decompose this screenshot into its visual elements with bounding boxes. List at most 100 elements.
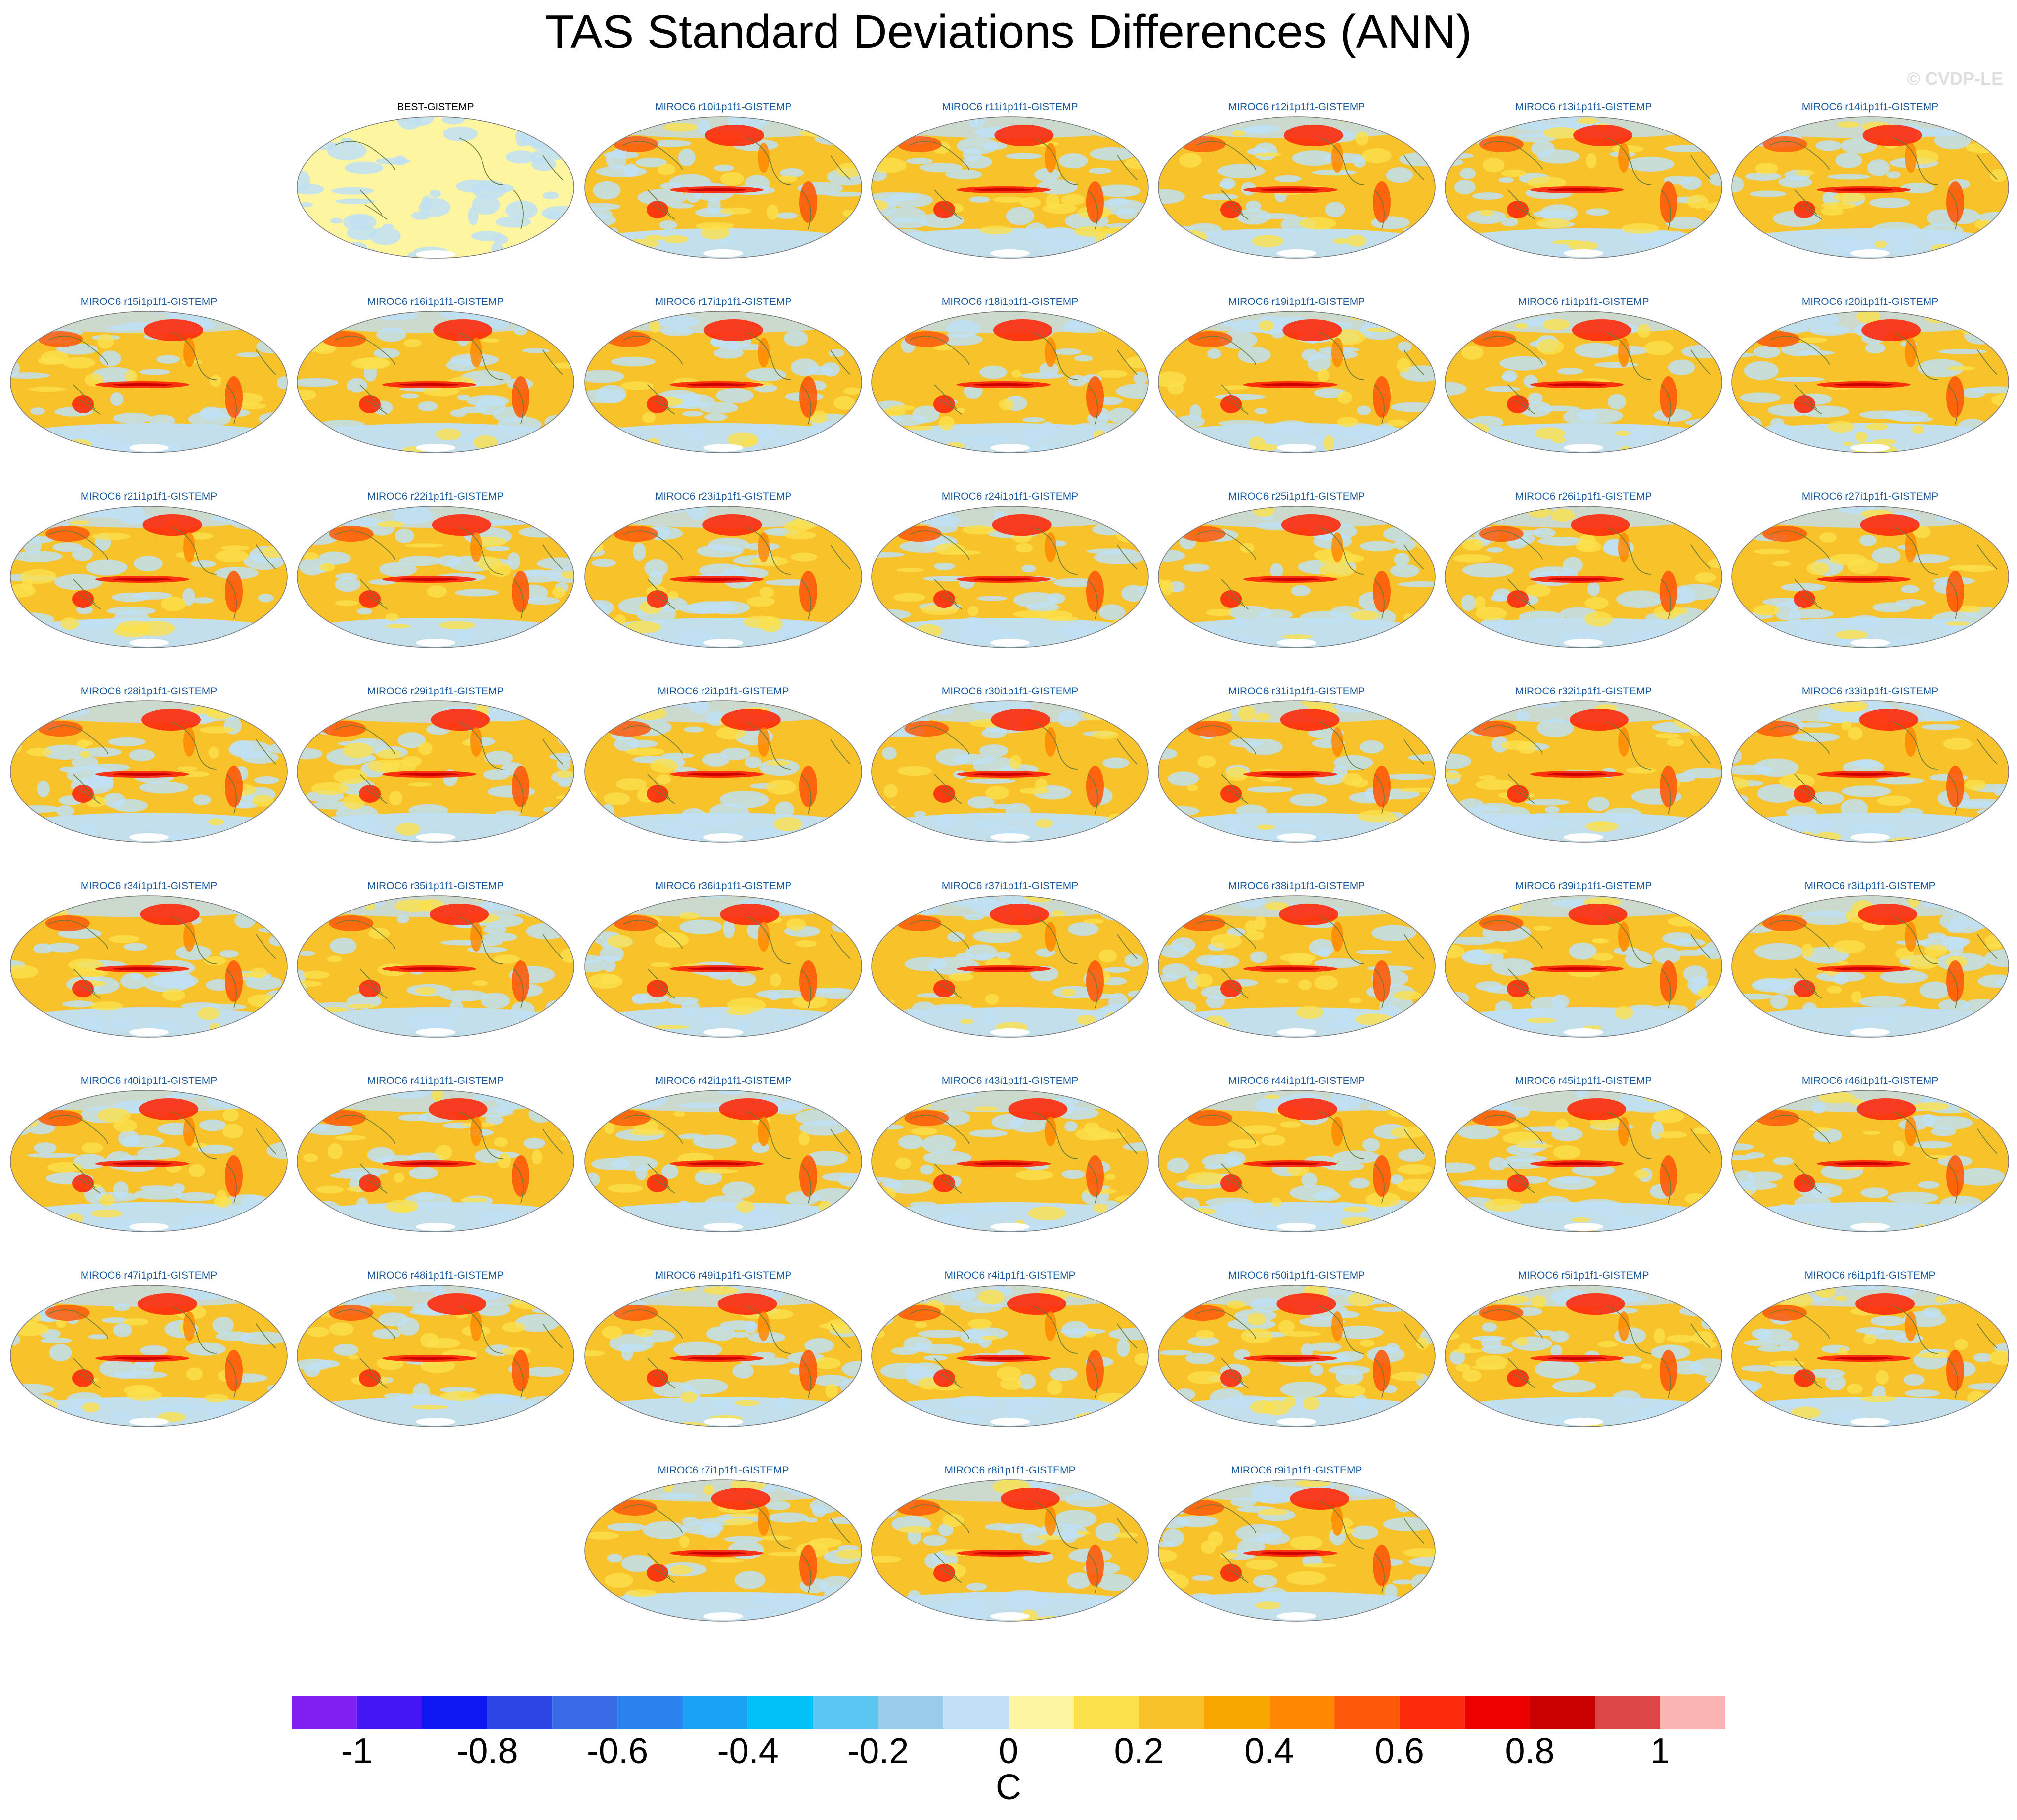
anomaly-patch — [1333, 423, 1383, 438]
anomaly-patch — [1158, 436, 1206, 447]
anomaly-patch — [1622, 223, 1659, 234]
anomaly-patch — [321, 1110, 366, 1126]
anomaly-patch — [897, 526, 942, 542]
anomaly-patch — [913, 811, 926, 818]
anomaly-patch — [331, 187, 374, 195]
global-map — [10, 1090, 288, 1232]
map-outline — [1445, 116, 1722, 259]
anomaly-patch — [1926, 1155, 1949, 1159]
anomaly-patch — [1937, 349, 1987, 354]
coastline — [1196, 920, 1256, 950]
panel-title: MIROC6 r2i1p1f1-GISTEMP — [658, 686, 789, 697]
anomaly-patch — [807, 1093, 825, 1100]
anomaly-patch — [1083, 919, 1104, 924]
anomaly-patch — [314, 1201, 341, 1219]
anomaly-patch — [694, 1170, 722, 1185]
anomaly-patch — [1167, 771, 1199, 786]
global-map — [1731, 506, 2009, 648]
map-outline — [871, 1090, 1149, 1232]
anomaly-patch — [1474, 596, 1486, 611]
anomaly-patch — [1005, 803, 1031, 818]
anomaly-patch — [1061, 194, 1085, 206]
anomaly-patch — [319, 420, 365, 430]
anomaly-patch — [1158, 430, 1166, 439]
anomaly-patch — [1860, 1187, 1889, 1198]
anomaly-patch — [84, 373, 104, 387]
anomaly-patch — [795, 940, 817, 947]
anomaly-patch — [1206, 608, 1233, 616]
anomaly-patch — [933, 1369, 955, 1387]
anomaly-patch — [994, 125, 1054, 146]
anomaly-patch — [1592, 953, 1614, 961]
anomaly-patch — [942, 1513, 964, 1527]
coastline — [934, 1553, 957, 1578]
map-panel: MIROC6 r11i1p1f1-GISTEMP — [870, 101, 1150, 297]
coastline — [73, 774, 96, 799]
anomaly-patch — [1668, 359, 1695, 376]
anomaly-patch — [1340, 1216, 1375, 1227]
anomaly-patch — [1918, 359, 1964, 377]
coastline — [364, 204, 388, 220]
global-map — [1731, 700, 2009, 843]
anomaly-patch — [1695, 572, 1716, 583]
coastline — [1033, 1501, 1078, 1549]
anomaly-patch — [837, 1223, 862, 1230]
anomaly-patch — [1197, 755, 1216, 768]
anomaly-patch — [620, 1090, 668, 1108]
anomaly-patch — [585, 370, 624, 383]
anomaly-patch — [230, 702, 266, 717]
anomaly-patch — [1754, 943, 1803, 960]
anomaly-patch — [767, 204, 779, 220]
anomaly-patch — [156, 355, 180, 364]
anomaly-patch — [1208, 954, 1240, 968]
anomaly-patch — [1703, 237, 1722, 248]
coastline — [458, 332, 504, 380]
anomaly-patch — [1475, 779, 1514, 790]
anomaly-patch — [679, 603, 726, 614]
coastline — [1799, 399, 1822, 415]
anomaly-patch — [789, 311, 814, 322]
anomaly-patch — [266, 1142, 287, 1159]
anomaly-patch — [932, 1004, 972, 1010]
anomaly-patch — [650, 962, 671, 967]
anomaly-patch — [1487, 547, 1503, 553]
anomaly-patch — [1403, 641, 1428, 648]
anomaly-patch — [143, 319, 203, 341]
anomaly-patch — [933, 345, 953, 350]
anomaly-patch — [784, 531, 816, 540]
coastline — [1403, 1128, 1424, 1154]
coastline — [1799, 594, 1822, 609]
anomaly-patch — [611, 356, 656, 367]
anomaly-patch — [963, 914, 984, 921]
anomaly-patch — [1949, 244, 1983, 254]
panel-title: MIROC6 r17i1p1f1-GISTEMP — [655, 296, 792, 307]
coastline — [1221, 579, 1244, 605]
anomaly-patch — [1383, 1517, 1435, 1532]
panel-title: BEST-GISTEMP — [397, 101, 474, 113]
anomaly-patch — [488, 519, 540, 525]
anomaly-patch — [1530, 997, 1565, 1012]
coastline — [1403, 1323, 1424, 1349]
anomaly-patch — [1863, 1334, 1876, 1344]
coastline — [1794, 189, 1817, 215]
anomaly-patch — [75, 507, 118, 518]
coastline — [1221, 774, 1244, 799]
missing-data-patch — [990, 1223, 1030, 1231]
anomaly-patch — [810, 906, 828, 911]
anomaly-patch — [661, 327, 694, 337]
anomaly-patch — [1207, 348, 1221, 359]
anomaly-patch — [1279, 823, 1315, 830]
anomaly-patch — [713, 347, 744, 359]
anomaly-patch — [1677, 1021, 1694, 1032]
coastline — [458, 137, 504, 185]
anomaly-patch — [80, 776, 114, 789]
anomaly-patch — [918, 1330, 965, 1338]
anomaly-patch — [1126, 1414, 1148, 1423]
anomaly-patch — [1931, 1221, 1954, 1228]
anomaly-patch — [1457, 1125, 1499, 1140]
anomaly-patch — [113, 1162, 172, 1165]
anomaly-patch — [38, 1110, 83, 1126]
anomaly-patch — [1833, 940, 1866, 953]
anomaly-patch — [758, 532, 770, 562]
anomaly-patch — [804, 1338, 834, 1353]
